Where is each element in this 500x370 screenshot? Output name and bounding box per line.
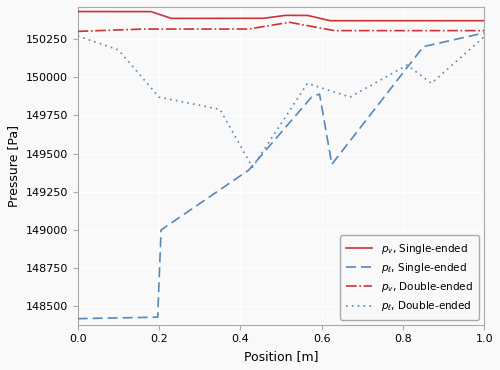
- $p_v$, Single-ended: [409, 18, 415, 23]
- $p_v$, Double-ended: [378, 28, 384, 33]
- $p_\ell$, Single-ended: [339, 149, 345, 153]
- $p_\ell$, Double-ended: [74, 34, 80, 38]
- Line: $p_v$, Single-ended: $p_v$, Single-ended: [78, 11, 484, 21]
- $p_v$, Single-ended: [339, 18, 345, 23]
- $p_\ell$, Single-ended: [74, 316, 80, 321]
- $p_v$, Single-ended: [481, 18, 487, 23]
- $p_\ell$, Double-ended: [481, 34, 487, 39]
- Line: $p_\ell$, Double-ended: $p_\ell$, Double-ended: [78, 36, 484, 167]
- $p_v$, Single-ended: [378, 18, 384, 23]
- $p_v$, Single-ended: [318, 17, 324, 21]
- $p_v$, Double-ended: [318, 26, 324, 31]
- $p_\ell$, Double-ended: [318, 86, 324, 90]
- $p_v$, Double-ended: [409, 28, 415, 33]
- $p_\ell$, Single-ended: [378, 99, 384, 103]
- Y-axis label: Pressure [Pa]: Pressure [Pa]: [7, 125, 20, 207]
- X-axis label: Position [m]: Position [m]: [244, 350, 318, 363]
- $p_\ell$, Double-ended: [250, 165, 256, 169]
- $p_\ell$, Single-ended: [318, 103, 324, 107]
- $p_\ell$, Double-ended: [378, 77, 384, 82]
- $p_\ell$, Double-ended: [148, 86, 154, 91]
- $p_v$, Double-ended: [148, 27, 154, 31]
- $p_v$, Double-ended: [481, 28, 487, 33]
- $p_\ell$, Single-ended: [148, 315, 154, 320]
- $p_\ell$, Single-ended: [230, 179, 236, 183]
- $p_\ell$, Double-ended: [409, 67, 415, 71]
- $p_v$, Single-ended: [327, 18, 333, 23]
- $p_v$, Double-ended: [74, 29, 80, 34]
- $p_v$, Double-ended: [339, 28, 345, 33]
- Line: $p_\ell$, Single-ended: $p_\ell$, Single-ended: [78, 33, 484, 319]
- $p_\ell$, Double-ended: [230, 130, 236, 135]
- $p_v$, Single-ended: [230, 16, 236, 21]
- $p_v$, Single-ended: [148, 10, 154, 14]
- $p_\ell$, Single-ended: [409, 59, 415, 63]
- $p_v$, Single-ended: [74, 9, 80, 14]
- Legend: $p_v$, Single-ended, $p_\ell$, Single-ended, $p_v$, Double-ended, $p_\ell$, Doub: $p_v$, Single-ended, $p_\ell$, Single-en…: [340, 235, 479, 320]
- $p_\ell$, Single-ended: [481, 31, 487, 35]
- Line: $p_v$, Double-ended: $p_v$, Double-ended: [78, 22, 484, 31]
- $p_\ell$, Double-ended: [339, 92, 345, 97]
- $p_v$, Double-ended: [286, 20, 292, 24]
- $p_v$, Double-ended: [230, 27, 236, 31]
